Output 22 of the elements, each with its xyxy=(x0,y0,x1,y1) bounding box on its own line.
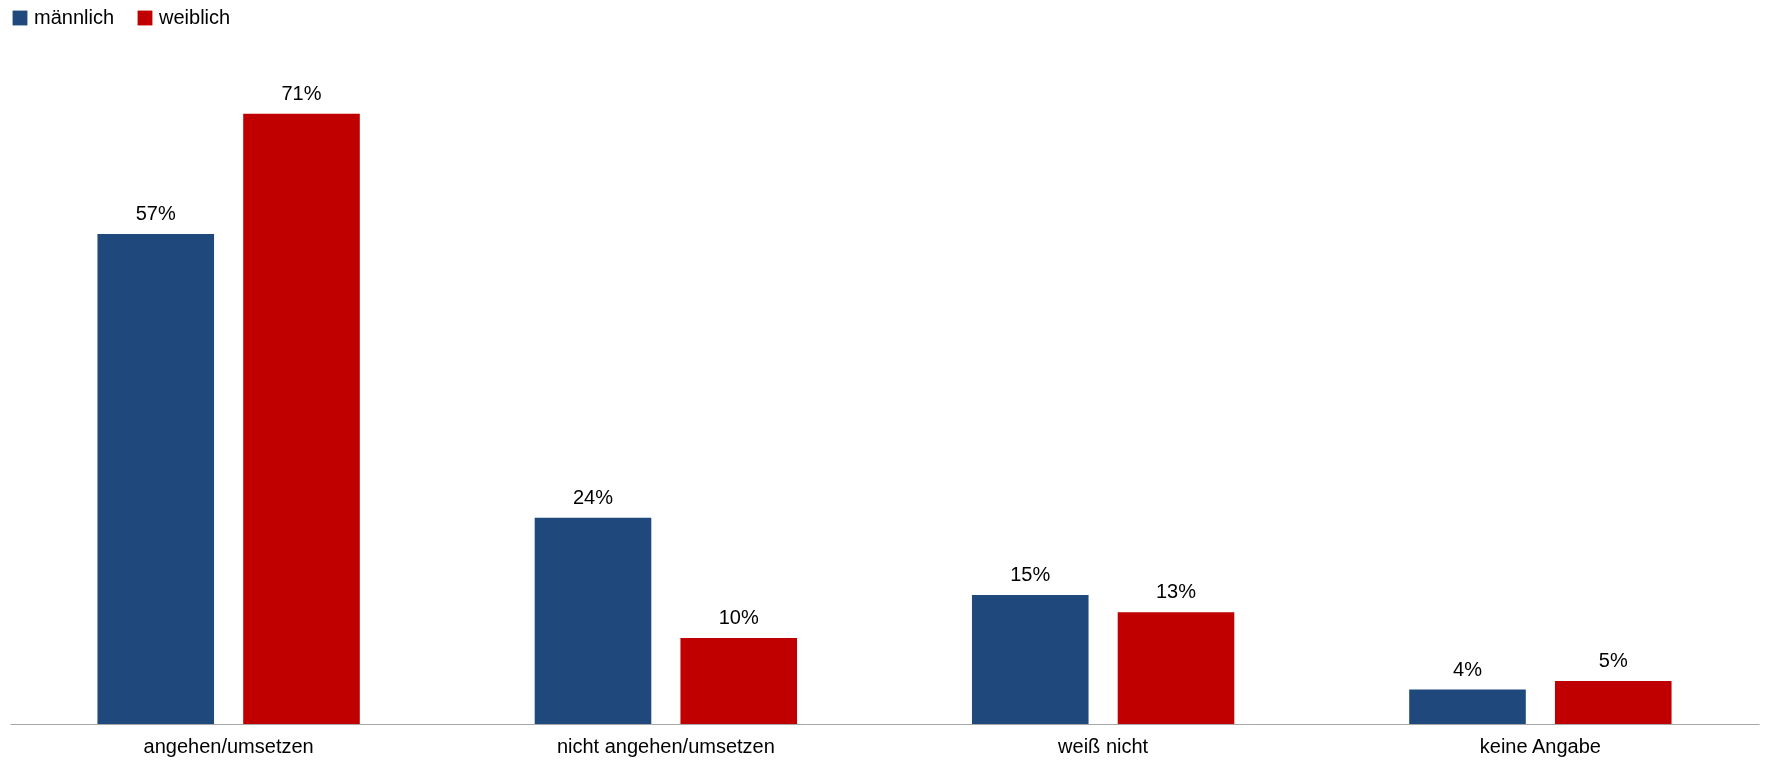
bar xyxy=(243,113,360,724)
data-label: 15% xyxy=(1010,563,1051,586)
bar xyxy=(1409,689,1526,724)
data-label: 10% xyxy=(718,606,759,629)
bar xyxy=(680,638,798,724)
data-label: 13% xyxy=(1155,580,1197,603)
bar xyxy=(1554,681,1672,724)
bar xyxy=(97,234,215,724)
data-label: 71% xyxy=(281,81,322,104)
bar xyxy=(1117,612,1235,724)
data-label: 57% xyxy=(135,202,176,225)
data-label: 24% xyxy=(572,485,614,508)
x-tick-label: nicht angehen/umsetzen xyxy=(556,734,775,757)
data-label: 4% xyxy=(1453,657,1483,680)
x-tick-label: keine Angabe xyxy=(1479,734,1601,757)
legend-label: männlich xyxy=(34,6,115,28)
bar xyxy=(971,595,1089,724)
bar xyxy=(534,517,652,724)
x-tick-label: weiß nicht xyxy=(1057,734,1149,757)
x-tick-label: angehen/umsetzen xyxy=(143,734,314,757)
data-label: 5% xyxy=(1598,649,1628,672)
legend-label: weiblich xyxy=(158,6,231,28)
